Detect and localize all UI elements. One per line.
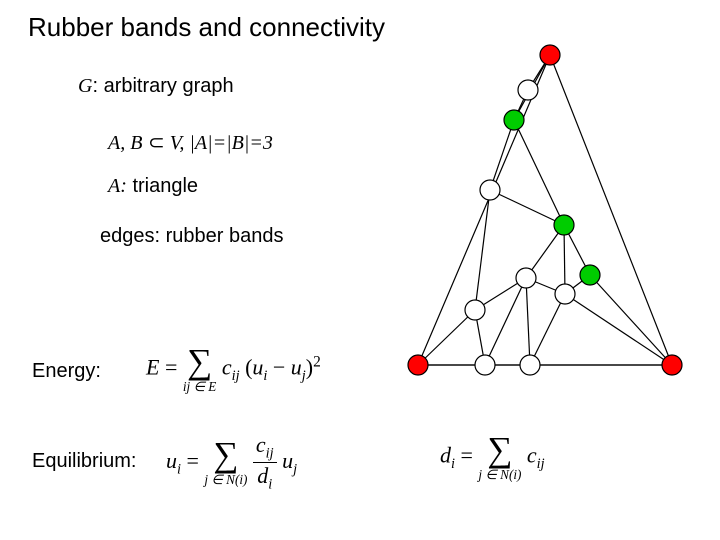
graph-edge [526,278,530,365]
ab-label: A, B [108,132,142,154]
eq-sum-lower: j ∈ N(i) [204,472,247,488]
energy-sum-lower: ij ∈ E [183,379,216,395]
degree-formula: di = ∑ j ∈ N(i) cij [440,432,545,483]
eq-den-i: i [268,477,272,493]
bullet-g: G: arbitrary graph [78,75,234,98]
energy-formula: E = ∑ ij ∈ E cij (ui − uj)2 [146,344,321,395]
eq-num-ij: ij [266,445,274,461]
graph-node [465,300,485,320]
slide-title: Rubber bands and connectivity [28,12,385,43]
graph-node [555,284,575,304]
graph-node [540,45,560,65]
energy-uj: u [291,355,302,380]
graph-edge [418,310,475,365]
eq-lhs-i: i [177,461,181,477]
graph-node [480,180,500,200]
deg-lhs-d: d [440,443,451,468]
energy-c: c [222,355,232,380]
graph-edge [530,294,565,365]
fraction: cij di [253,432,277,494]
energy-ui: u [252,355,263,380]
edges-rest: rubber bands [160,225,283,247]
subset-icon: ⊂ [148,132,170,154]
energy-c-sub: ij [232,368,240,384]
graph-node [504,110,524,130]
graph-node [516,268,536,288]
energy-lhs: E [146,355,159,380]
graph-diagram [380,30,700,400]
eq-rhs-j: j [293,461,297,477]
graph-node [408,355,428,375]
bullet-ab: A, B ⊂ V, |A|=|B|=3 [108,130,273,155]
sum-icon: ∑ ij ∈ E [183,344,216,395]
deg-rhs-ij: ij [537,456,545,472]
sum-icon: ∑ j ∈ N(i) [478,432,521,483]
bullet-a: A: triangle [108,175,198,198]
equilibrium-formula: ui = ∑ j ∈ N(i) cij di uj [166,432,297,494]
eq-den-d: d [257,463,268,488]
graph-edge [418,55,550,365]
graph-edge [514,120,564,225]
graph-node [580,265,600,285]
sum-icon: ∑ j ∈ N(i) [204,437,247,488]
graph-node [475,355,495,375]
graph-edge [490,190,564,225]
energy-exp: 2 [313,353,321,370]
eq-num-c: c [256,432,266,457]
g-rest: : arbitrary graph [92,75,233,97]
graph-edge [490,120,514,190]
graph-edge [475,190,490,310]
a-label: A: [108,175,127,197]
eq-lhs-u: u [166,448,177,473]
deg-sum-lower: j ∈ N(i) [478,467,521,483]
graph-edge [590,275,672,365]
graph-edge [565,294,672,365]
graph-node [520,355,540,375]
deg-rhs-c: c [527,443,537,468]
a-rest: triangle [127,175,198,197]
energy-label: Energy: [32,360,101,383]
graph-node [518,80,538,100]
equilibrium-label: Equilibrium: [32,450,136,473]
edges-label: edges: [100,225,160,247]
bullet-edges: edges: rubber bands [100,225,283,248]
graph-edge [550,55,672,365]
deg-lhs-i: i [451,456,455,472]
ab-rest: V, |A|=|B|=3 [170,132,273,154]
energy-ui-sub: i [263,368,267,384]
g-label: G [78,75,92,97]
graph-node [662,355,682,375]
graph-node [554,215,574,235]
eq-rhs-u: u [282,448,293,473]
